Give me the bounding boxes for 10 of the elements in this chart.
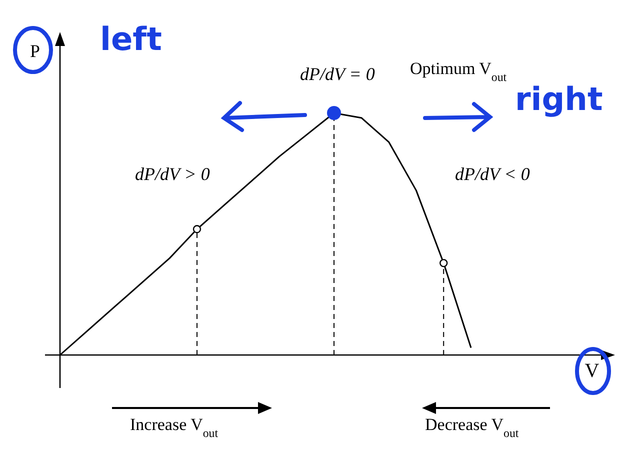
text: Increase V$_{out}$ [130,415,219,440]
text: right [515,80,603,118]
text: Optimum V$_{out}$ [410,59,508,84]
text: left [100,20,162,58]
y-axis-title: P [30,41,40,61]
text: V [584,360,600,382]
annotation: dP/dV < 0 [455,164,530,184]
annotation: dP/dV > 0 [135,164,210,184]
text: dP/dV = 0 [300,64,375,84]
text: Decrease V$_{out}$ [425,415,520,440]
